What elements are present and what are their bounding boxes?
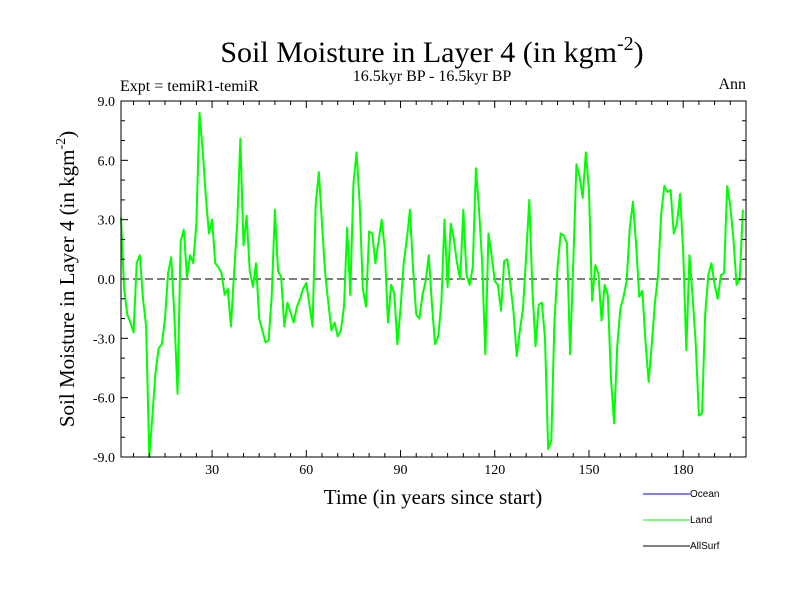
legend-label-allsurf: AllSurf (690, 541, 720, 552)
y-tick-label: -3.0 (93, 332, 115, 347)
y-tick-label: 9.0 (98, 95, 116, 110)
legend-label-land: Land (690, 515, 712, 526)
y-tick-label: -6.0 (93, 392, 115, 407)
x-tick-label: 120 (484, 463, 505, 478)
y-axis-label-close: ) (55, 131, 79, 138)
y-axis-label-sup: -2 (54, 138, 69, 150)
y-axis-label: Soil Moisture in Layer 4 (in kgm-2) (54, 131, 79, 427)
y-axis-label-main: Soil Moisture in Layer 4 (in kgm (55, 150, 79, 428)
x-tick-label: 150 (578, 463, 599, 478)
x-axis-label: Time (in years since start) (324, 485, 543, 509)
chart-title-main: Soil Moisture in Layer 4 (in kgm (220, 36, 617, 69)
series-line-land (120, 111, 744, 458)
legend: Ocean Land AllSurf (643, 489, 720, 552)
y-tick-label: -9.0 (93, 451, 115, 466)
x-tick-label: 60 (299, 463, 313, 478)
x-tick-label: 90 (394, 463, 408, 478)
x-tick-label: 180 (673, 463, 694, 478)
legend-label-ocean: Ocean (690, 489, 719, 500)
y-tick-label: 6.0 (98, 154, 116, 169)
y-tick-label: 0.0 (98, 273, 116, 288)
y-tick-label: 3.0 (98, 214, 116, 229)
chart-title: Soil Moisture in Layer 4 (in kgm-2) (220, 33, 643, 69)
season-label: Ann (718, 76, 746, 93)
chart-subtitle: 16.5kyr BP - 16.5kyr BP (353, 68, 512, 85)
plot-frame (120, 100, 747, 458)
x-tick-label: 30 (205, 463, 219, 478)
experiment-label: Expt = temiR1-temiR (120, 78, 259, 95)
chart-title-sup: -2 (617, 33, 634, 55)
chart-title-close: ) (634, 36, 644, 69)
